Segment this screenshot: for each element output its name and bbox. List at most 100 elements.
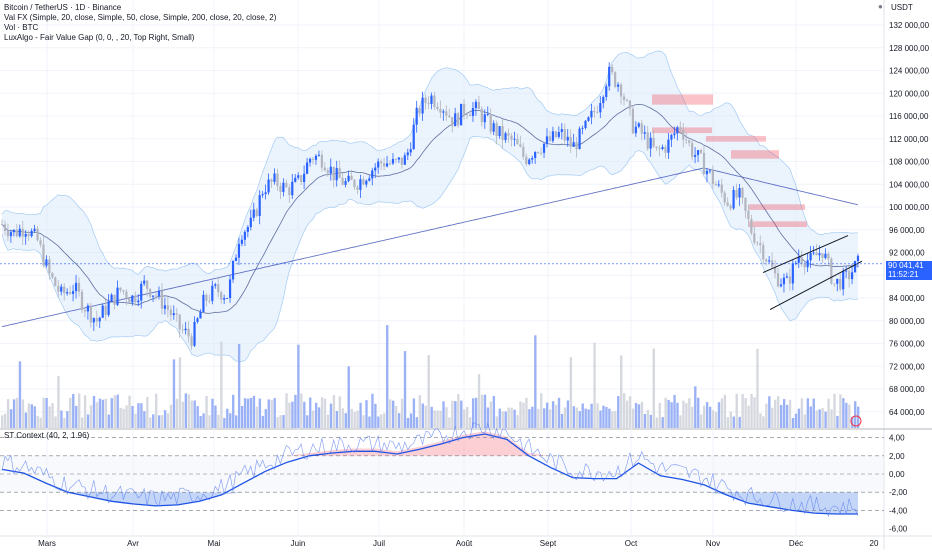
countdown-badge: 11:52:21 <box>886 270 932 280</box>
candle-body <box>190 336 193 346</box>
volume-bar <box>528 409 531 428</box>
candle-body <box>146 280 149 289</box>
volume-bar <box>57 375 60 428</box>
candle-body <box>696 150 700 155</box>
candle-body <box>267 179 270 193</box>
candle-body <box>397 157 400 160</box>
candle-body <box>347 175 350 182</box>
candle-body <box>732 189 735 209</box>
volume-bar <box>507 407 510 428</box>
volume-bar <box>611 411 614 428</box>
candle-body <box>160 290 164 309</box>
candle-body <box>471 108 475 116</box>
volume-bar <box>667 399 670 428</box>
volume-bar <box>125 405 128 428</box>
candle-body <box>60 286 63 292</box>
volume-bar <box>15 397 19 428</box>
volume-bar <box>312 410 315 428</box>
candle-body <box>125 291 128 299</box>
candle-body <box>643 132 646 134</box>
candle-body <box>631 108 634 134</box>
bollinger-upper-line <box>1 50 859 275</box>
candle-body <box>628 100 632 109</box>
time-axis-label: Juil <box>373 539 385 548</box>
candle-body <box>344 181 347 185</box>
candle-body <box>477 101 480 109</box>
candle-body <box>853 261 857 273</box>
volume-bar <box>356 410 359 428</box>
volume-bar <box>480 394 484 428</box>
ma20-line <box>1 103 858 314</box>
candle-body <box>208 300 211 302</box>
candle-body <box>350 175 353 180</box>
volume-bar <box>149 417 152 428</box>
candle-body <box>143 280 146 284</box>
candle-body <box>311 158 315 160</box>
volume-bar <box>131 405 134 428</box>
volume-bar <box>255 406 259 428</box>
candle-body <box>699 150 703 153</box>
volume-bar <box>474 397 478 428</box>
candle-body <box>77 282 81 292</box>
volume-bar <box>821 408 824 428</box>
volume-bar <box>785 404 789 428</box>
volume-bar <box>735 393 738 428</box>
candle-body <box>836 278 839 284</box>
volume-bar <box>714 412 718 428</box>
osc-positive-fill <box>2 431 858 456</box>
osc-tick-label: 0,00 <box>889 470 905 479</box>
candle-body <box>762 245 765 260</box>
candle-body <box>486 114 489 115</box>
candle-body <box>430 95 433 104</box>
gear-icon[interactable]: ● <box>878 2 883 11</box>
volume-bar <box>427 355 430 428</box>
volume-bar <box>501 411 504 428</box>
volume-bar <box>107 414 110 428</box>
candle-body <box>113 294 116 305</box>
volume-bar <box>777 396 780 428</box>
price-tick-label: 124 000,00 <box>889 67 930 76</box>
candle-body <box>750 219 753 234</box>
volume-bar <box>551 401 555 428</box>
candle-body <box>845 270 848 272</box>
volume-bar <box>403 351 407 428</box>
volume-bar <box>634 403 638 428</box>
time-axis-label: Nov <box>706 539 720 548</box>
price-tick-label: 96 000,00 <box>889 226 925 235</box>
price-tick-label: 84 000,00 <box>889 294 925 303</box>
volume-bar <box>264 409 267 428</box>
candle-body <box>457 113 460 126</box>
candle-body <box>157 290 161 296</box>
candle-body <box>226 298 229 299</box>
volume-bar <box>226 408 229 428</box>
candle-body <box>12 229 15 233</box>
legend-indicator-2[interactable]: Vol · BTC <box>4 23 39 32</box>
volume-bar <box>383 413 386 428</box>
candle-body <box>163 305 167 309</box>
candle-body <box>634 126 637 134</box>
legend-indicator-3[interactable]: LuxAlgo - Fair Value Gap (0, 0, , 20, To… <box>4 33 195 42</box>
volume-bar <box>377 416 380 428</box>
candle-body <box>803 263 806 268</box>
volume-bar <box>317 407 321 428</box>
volume-bar <box>744 398 747 428</box>
volume-bar <box>830 409 833 428</box>
candle-body <box>797 256 800 263</box>
price-tick-label: 72 000,00 <box>889 362 925 371</box>
volume-bar <box>720 398 724 428</box>
candle-body <box>495 123 498 137</box>
volume-bar <box>688 398 691 428</box>
price-tick-label: 92 000,00 <box>889 249 925 258</box>
volume-bar <box>101 399 105 428</box>
candle-body <box>785 276 789 278</box>
price-tick-label: 108 000,00 <box>889 158 930 167</box>
legend-indicator-1[interactable]: Val FX (Simple, 20, close, Simple, 50, c… <box>4 13 277 22</box>
volume-bar <box>454 401 457 428</box>
volume-bar <box>243 398 247 428</box>
candle-body <box>74 282 78 292</box>
candle-body <box>557 132 560 137</box>
volume-bar <box>498 408 501 428</box>
volume-bar <box>211 398 214 428</box>
